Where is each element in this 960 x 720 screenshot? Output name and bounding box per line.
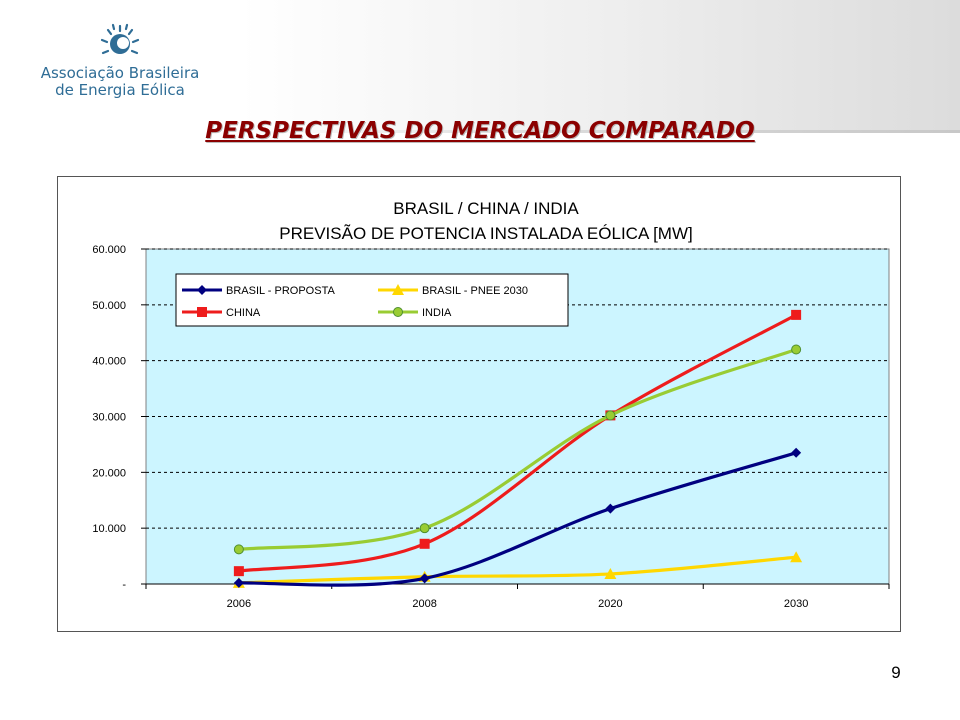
y-tick-label: 20.000 [92, 467, 126, 479]
y-tick-label: 60.000 [92, 244, 126, 256]
y-tick-label: 10.000 [92, 523, 126, 535]
wind-sun-logo-icon [100, 23, 140, 55]
y-tick-label: 40.000 [92, 356, 126, 368]
header-band [0, 0, 960, 132]
header-divider [250, 130, 960, 133]
series-line-brasil-proposta [238, 451, 797, 587]
data-point-brasil-proposta [791, 447, 802, 458]
x-tick-label: 2006 [227, 598, 251, 610]
logo-text-line2: de Energia Eólica [55, 81, 185, 99]
data-point-china [419, 538, 430, 549]
series-line-china [238, 313, 797, 573]
data-point-china [233, 566, 244, 577]
chart-subtitle: PREVISÃO DE POTENCIA INSTALADA EÓLICA [M… [279, 224, 692, 243]
legend-label: INDIA [422, 307, 452, 319]
chart-frame: BRASIL / CHINA / INDIA PREVISÃO DE POTENC… [57, 176, 901, 632]
logo-text-line1: Associação Brasileira [40, 64, 200, 82]
data-point-india [791, 344, 802, 355]
y-tick-label: 50.000 [92, 300, 126, 312]
slide-title: PERSPECTIVAS DO MERCADO COMPARADO [205, 118, 755, 144]
chart-title: BRASIL / CHINA / INDIA [393, 199, 579, 218]
x-tick-label: 2008 [412, 598, 436, 610]
legend-marker-brasil-proposta [197, 285, 207, 295]
data-point-india [233, 544, 244, 555]
data-point-brasil-pnee-2030 [604, 567, 617, 579]
logo: Associação Brasileira de Energia Eólica [30, 22, 210, 102]
x-tick-label: 2020 [598, 598, 622, 610]
legend-label: BRASIL - PROPOSTA [226, 285, 335, 297]
y-tick-label: 30.000 [92, 412, 126, 424]
series-line-brasil-pnee-2030 [238, 555, 797, 585]
page-number: 9 [891, 663, 901, 682]
data-point-brasil-proposta [419, 573, 430, 584]
legend-label: BRASIL - PNEE 2030 [422, 285, 528, 297]
legend-marker-china [197, 307, 207, 317]
x-tick-label: 2030 [784, 598, 808, 610]
legend-marker-brasil-pnee-2030 [392, 284, 404, 295]
data-point-india [419, 523, 430, 534]
legend [175, 273, 569, 327]
data-point-china [791, 309, 802, 320]
data-point-india [605, 410, 616, 421]
legend-label: CHINA [226, 307, 261, 319]
data-point-brasil-proposta [233, 577, 244, 588]
y-tick-label: - [122, 579, 126, 591]
data-point-brasil-proposta [605, 503, 616, 514]
legend-marker-india [393, 307, 403, 317]
data-point-brasil-pnee-2030 [790, 551, 803, 563]
chart: BRASIL / CHINA / INDIA PREVISÃO DE POTENC… [92, 199, 890, 610]
series-line-india [238, 347, 797, 551]
